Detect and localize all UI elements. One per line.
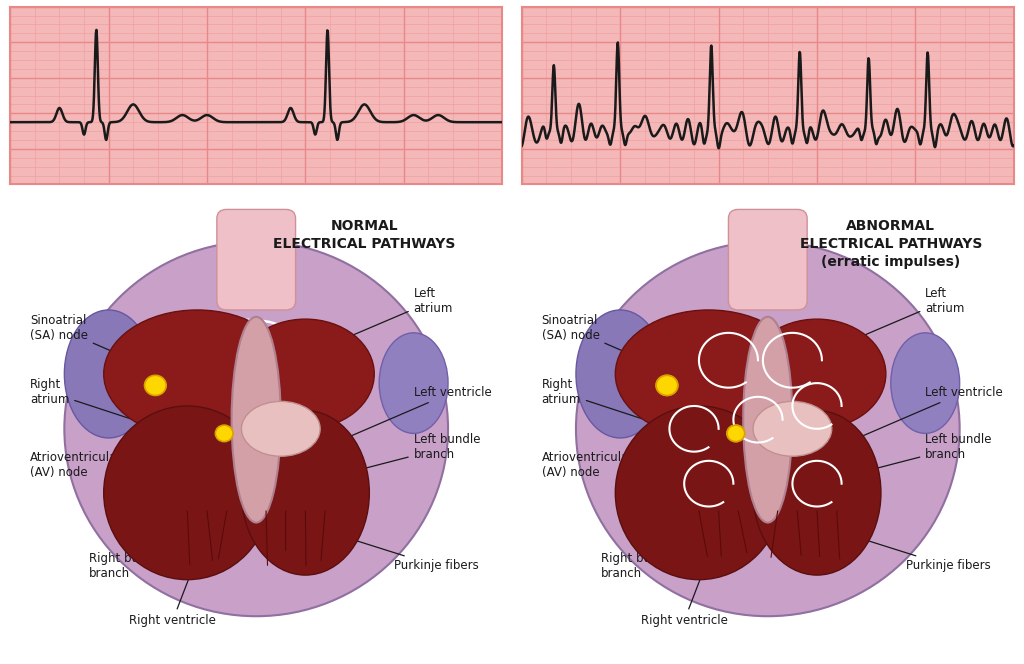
Text: Left bundle
branch: Left bundle branch (819, 433, 991, 483)
Text: Purkinje fibers: Purkinje fibers (338, 535, 478, 572)
Text: ABNORMAL
ELECTRICAL PATHWAYS
(erratic impulses): ABNORMAL ELECTRICAL PATHWAYS (erratic im… (800, 218, 982, 270)
FancyBboxPatch shape (728, 209, 807, 310)
Text: Right
atrium: Right atrium (30, 378, 131, 419)
Circle shape (727, 425, 744, 442)
Ellipse shape (103, 310, 291, 438)
Circle shape (144, 375, 166, 396)
Ellipse shape (575, 310, 665, 438)
Ellipse shape (753, 402, 831, 456)
Text: Right ventricle: Right ventricle (129, 559, 216, 627)
Circle shape (656, 375, 678, 396)
FancyBboxPatch shape (217, 209, 296, 310)
Ellipse shape (242, 410, 370, 575)
Text: Right bundle
branch: Right bundle branch (600, 504, 697, 580)
Circle shape (215, 425, 233, 442)
Ellipse shape (242, 402, 321, 456)
Text: Sinoatrial
(SA) node: Sinoatrial (SA) node (30, 314, 140, 364)
Text: Left
atrium: Left atrium (829, 287, 965, 350)
Text: Right ventricle: Right ventricle (641, 559, 728, 627)
Title: Atrial Fibrillation: Atrial Fibrillation (694, 0, 842, 2)
Ellipse shape (379, 333, 449, 434)
Text: Left ventricle: Left ventricle (840, 386, 1002, 446)
Ellipse shape (891, 333, 959, 434)
Text: Right bundle
branch: Right bundle branch (89, 504, 185, 580)
Text: Atrioventricular
(AV) node: Atrioventricular (AV) node (542, 430, 711, 479)
Ellipse shape (743, 317, 793, 523)
Text: Right
atrium: Right atrium (542, 378, 642, 419)
Ellipse shape (615, 406, 782, 580)
Ellipse shape (65, 310, 153, 438)
Ellipse shape (103, 406, 271, 580)
Ellipse shape (575, 242, 959, 616)
Text: Purkinje fibers: Purkinje fibers (849, 535, 990, 572)
Text: Left bundle
branch: Left bundle branch (308, 433, 480, 483)
Text: Sinoatrial
(SA) node: Sinoatrial (SA) node (542, 314, 652, 364)
Ellipse shape (749, 319, 886, 429)
Ellipse shape (615, 310, 802, 438)
Title: Normal ECG: Normal ECG (202, 0, 310, 2)
Circle shape (727, 425, 744, 442)
Text: Left
atrium: Left atrium (317, 287, 453, 350)
Text: Atrioventricular
(AV) node: Atrioventricular (AV) node (30, 430, 200, 479)
Text: Left ventricle: Left ventricle (328, 386, 492, 446)
Circle shape (656, 375, 678, 396)
Text: NORMAL
ELECTRICAL PATHWAYS: NORMAL ELECTRICAL PATHWAYS (273, 218, 456, 251)
Ellipse shape (237, 319, 374, 429)
Ellipse shape (753, 410, 881, 575)
Ellipse shape (231, 317, 281, 523)
Ellipse shape (65, 242, 449, 616)
